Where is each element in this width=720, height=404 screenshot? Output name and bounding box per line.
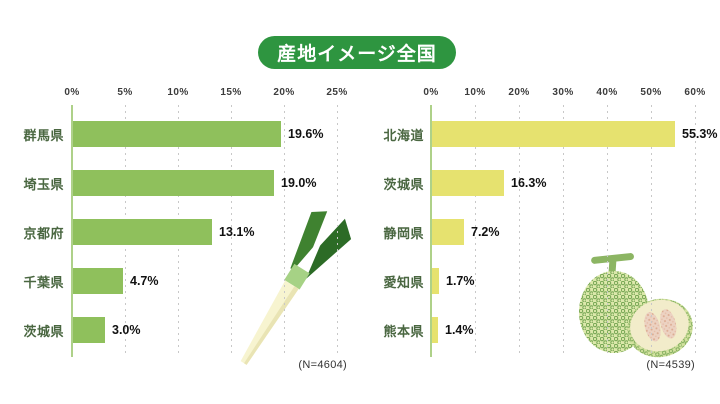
value-label: 16.3% xyxy=(511,176,547,190)
axis-line xyxy=(430,105,432,357)
category-label: 京都府 xyxy=(23,225,64,241)
bar xyxy=(432,317,438,343)
melon-icon xyxy=(579,253,693,358)
category-label: 茨城県 xyxy=(383,176,424,192)
gridline xyxy=(563,105,564,357)
category-label: 静岡県 xyxy=(383,225,424,241)
value-label: 55.3% xyxy=(682,127,718,141)
left-sample-size: (N=4604) xyxy=(298,359,347,371)
category-label: 茨城県 xyxy=(23,323,64,339)
category-label: 熊本県 xyxy=(383,323,424,339)
gridline xyxy=(475,105,476,357)
axis-tick-label: 10% xyxy=(464,87,486,98)
category-label: 千葉県 xyxy=(23,274,64,290)
gridline xyxy=(284,105,285,357)
value-label: 13.1% xyxy=(219,225,255,239)
axis-tick-label: 0% xyxy=(64,87,80,98)
axis-tick-label: 40% xyxy=(596,87,618,98)
value-label: 7.2% xyxy=(471,225,500,239)
page-title: 産地イメージ全国 xyxy=(258,36,456,69)
value-label: 19.6% xyxy=(288,127,324,141)
bar xyxy=(73,268,123,294)
axis-tick-label: 5% xyxy=(117,87,133,98)
axis-tick-label: 10% xyxy=(167,87,189,98)
axis-tick-label: 0% xyxy=(423,87,439,98)
gridline xyxy=(607,105,608,357)
melon-half-icon xyxy=(627,298,693,358)
value-label: 19.0% xyxy=(281,176,317,190)
bar xyxy=(432,219,464,245)
gridline xyxy=(695,105,696,357)
category-label: 愛知県 xyxy=(383,274,424,290)
category-label: 北海道 xyxy=(383,127,424,143)
axis-tick-label: 20% xyxy=(508,87,530,98)
category-label: 群馬県 xyxy=(23,127,64,143)
gridline xyxy=(231,105,232,357)
bar xyxy=(73,317,105,343)
axis-tick-label: 30% xyxy=(552,87,574,98)
bar xyxy=(432,268,439,294)
value-label: 1.4% xyxy=(445,323,474,337)
value-label: 3.0% xyxy=(112,323,141,337)
bar xyxy=(432,121,675,147)
gridline xyxy=(519,105,520,357)
axis-tick-label: 20% xyxy=(273,87,295,98)
bar xyxy=(73,170,274,196)
axis-tick-label: 15% xyxy=(220,87,242,98)
value-label: 1.7% xyxy=(446,274,475,288)
axis-tick-label: 60% xyxy=(684,87,706,98)
right-sample-size: (N=4539) xyxy=(646,359,695,371)
axis-tick-label: 50% xyxy=(640,87,662,98)
value-label: 4.7% xyxy=(130,274,159,288)
category-label: 埼玉県 xyxy=(23,176,64,192)
gridline xyxy=(337,105,338,357)
axis-line xyxy=(71,105,73,357)
melon-illustration xyxy=(565,246,710,371)
gridline xyxy=(651,105,652,357)
bar xyxy=(432,170,504,196)
bar xyxy=(73,121,281,147)
bar xyxy=(73,219,212,245)
axis-tick-label: 25% xyxy=(326,87,348,98)
